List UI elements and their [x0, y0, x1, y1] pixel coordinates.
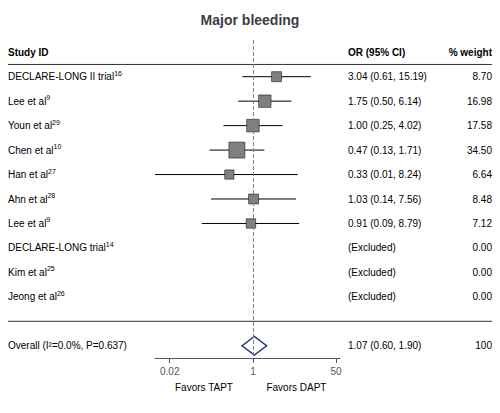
svg-text:Lee et al: Lee et al	[8, 96, 46, 107]
svg-text:1: 1	[250, 366, 256, 377]
svg-text:0.47 (0.13, 1.71): 0.47 (0.13, 1.71)	[348, 145, 421, 156]
svg-text:Major bleeding: Major bleeding	[201, 12, 300, 28]
svg-text:DECLARE-LONG trial: DECLARE-LONG trial	[8, 242, 106, 253]
svg-text:100: 100	[475, 340, 492, 351]
svg-text:0.00: 0.00	[473, 291, 493, 302]
svg-text:Lee et al: Lee et al	[8, 218, 46, 229]
svg-text:1.03 (0.14, 7.56): 1.03 (0.14, 7.56)	[348, 194, 421, 205]
svg-text:17.58: 17.58	[467, 120, 492, 131]
svg-text:(Excluded): (Excluded)	[348, 267, 396, 278]
svg-text:% weight: % weight	[449, 47, 493, 58]
svg-text:8.48: 8.48	[473, 194, 493, 205]
svg-text:9: 9	[46, 216, 50, 223]
svg-text:34.50: 34.50	[467, 145, 492, 156]
svg-text:1.75 (0.50, 6.14): 1.75 (0.50, 6.14)	[348, 96, 421, 107]
svg-text:16: 16	[114, 70, 122, 77]
svg-text:0.33 (0.01, 8.24): 0.33 (0.01, 8.24)	[348, 169, 421, 180]
svg-text:50: 50	[331, 366, 343, 377]
svg-text:Study ID: Study ID	[8, 47, 49, 58]
svg-text:26: 26	[57, 290, 65, 297]
svg-text:Kim et al: Kim et al	[8, 267, 47, 278]
svg-text:Overall (I²=0.0%, P=0.637): Overall (I²=0.0%, P=0.637)	[8, 340, 127, 351]
svg-text:(Excluded): (Excluded)	[348, 242, 396, 253]
svg-text:Favors DAPT: Favors DAPT	[266, 382, 326, 393]
svg-text:OR (95% CI): OR (95% CI)	[348, 47, 405, 58]
svg-text:Han et al: Han et al	[8, 169, 48, 180]
svg-text:29: 29	[52, 119, 60, 126]
svg-text:Favors TAPT: Favors TAPT	[175, 382, 233, 393]
svg-text:0.00: 0.00	[473, 267, 493, 278]
svg-text:14: 14	[106, 241, 114, 248]
svg-text:6.64: 6.64	[473, 169, 493, 180]
svg-text:9: 9	[46, 94, 50, 101]
svg-text:28: 28	[47, 192, 55, 199]
svg-text:10: 10	[54, 143, 62, 150]
svg-text:27: 27	[48, 168, 56, 175]
svg-text:Jeong et al: Jeong et al	[8, 291, 57, 302]
svg-text:Ahn et al: Ahn et al	[8, 194, 47, 205]
svg-text:7.12: 7.12	[473, 218, 493, 229]
svg-text:3.04 (0.61, 15.19): 3.04 (0.61, 15.19)	[348, 71, 427, 82]
svg-text:Chen et al: Chen et al	[8, 145, 54, 156]
svg-text:8.70: 8.70	[473, 71, 493, 82]
svg-text:16.98: 16.98	[467, 96, 492, 107]
svg-text:1.00 (0.25, 4.02): 1.00 (0.25, 4.02)	[348, 120, 421, 131]
svg-text:(Excluded): (Excluded)	[348, 291, 396, 302]
svg-text:0.91 (0.09, 8.79): 0.91 (0.09, 8.79)	[348, 218, 421, 229]
svg-text:0.02: 0.02	[160, 366, 180, 377]
svg-text:1.07 (0.60, 1.90): 1.07 (0.60, 1.90)	[348, 340, 421, 351]
svg-text:Youn et al: Youn et al	[8, 120, 52, 131]
svg-text:0.00: 0.00	[473, 242, 493, 253]
svg-text:25: 25	[47, 265, 55, 272]
svg-text:DECLARE-LONG II trial: DECLARE-LONG II trial	[8, 71, 114, 82]
